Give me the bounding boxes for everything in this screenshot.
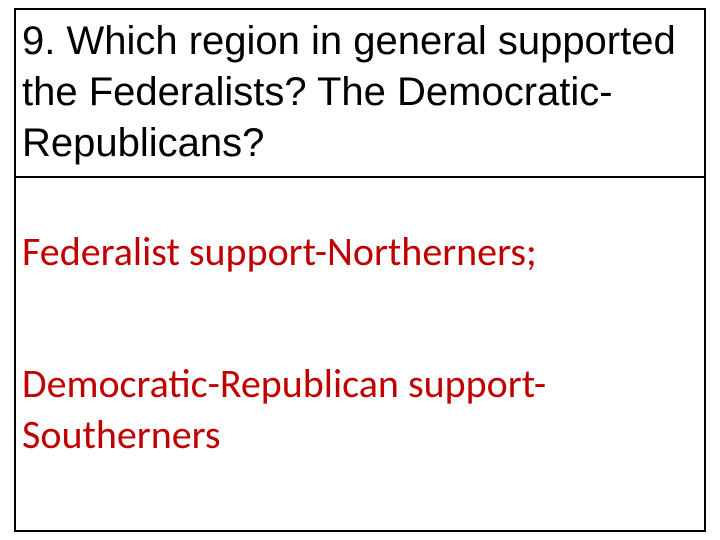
question-box: 9. Which region in general supported the… <box>14 8 706 178</box>
answer-1: Federalist support-Northerners; <box>22 226 537 277</box>
answer-2-line2: Southerners <box>22 409 546 460</box>
answer-1-text: Federalist support-Northerners; <box>22 226 537 277</box>
question-text: 9. Which region in general supported the… <box>22 16 696 170</box>
slide-frame: 9. Which region in general supported the… <box>14 8 706 532</box>
answer-2-line1: Democratic-Republican support- <box>22 358 546 409</box>
answer-2: Democratic-Republican support- Southerne… <box>22 358 546 460</box>
